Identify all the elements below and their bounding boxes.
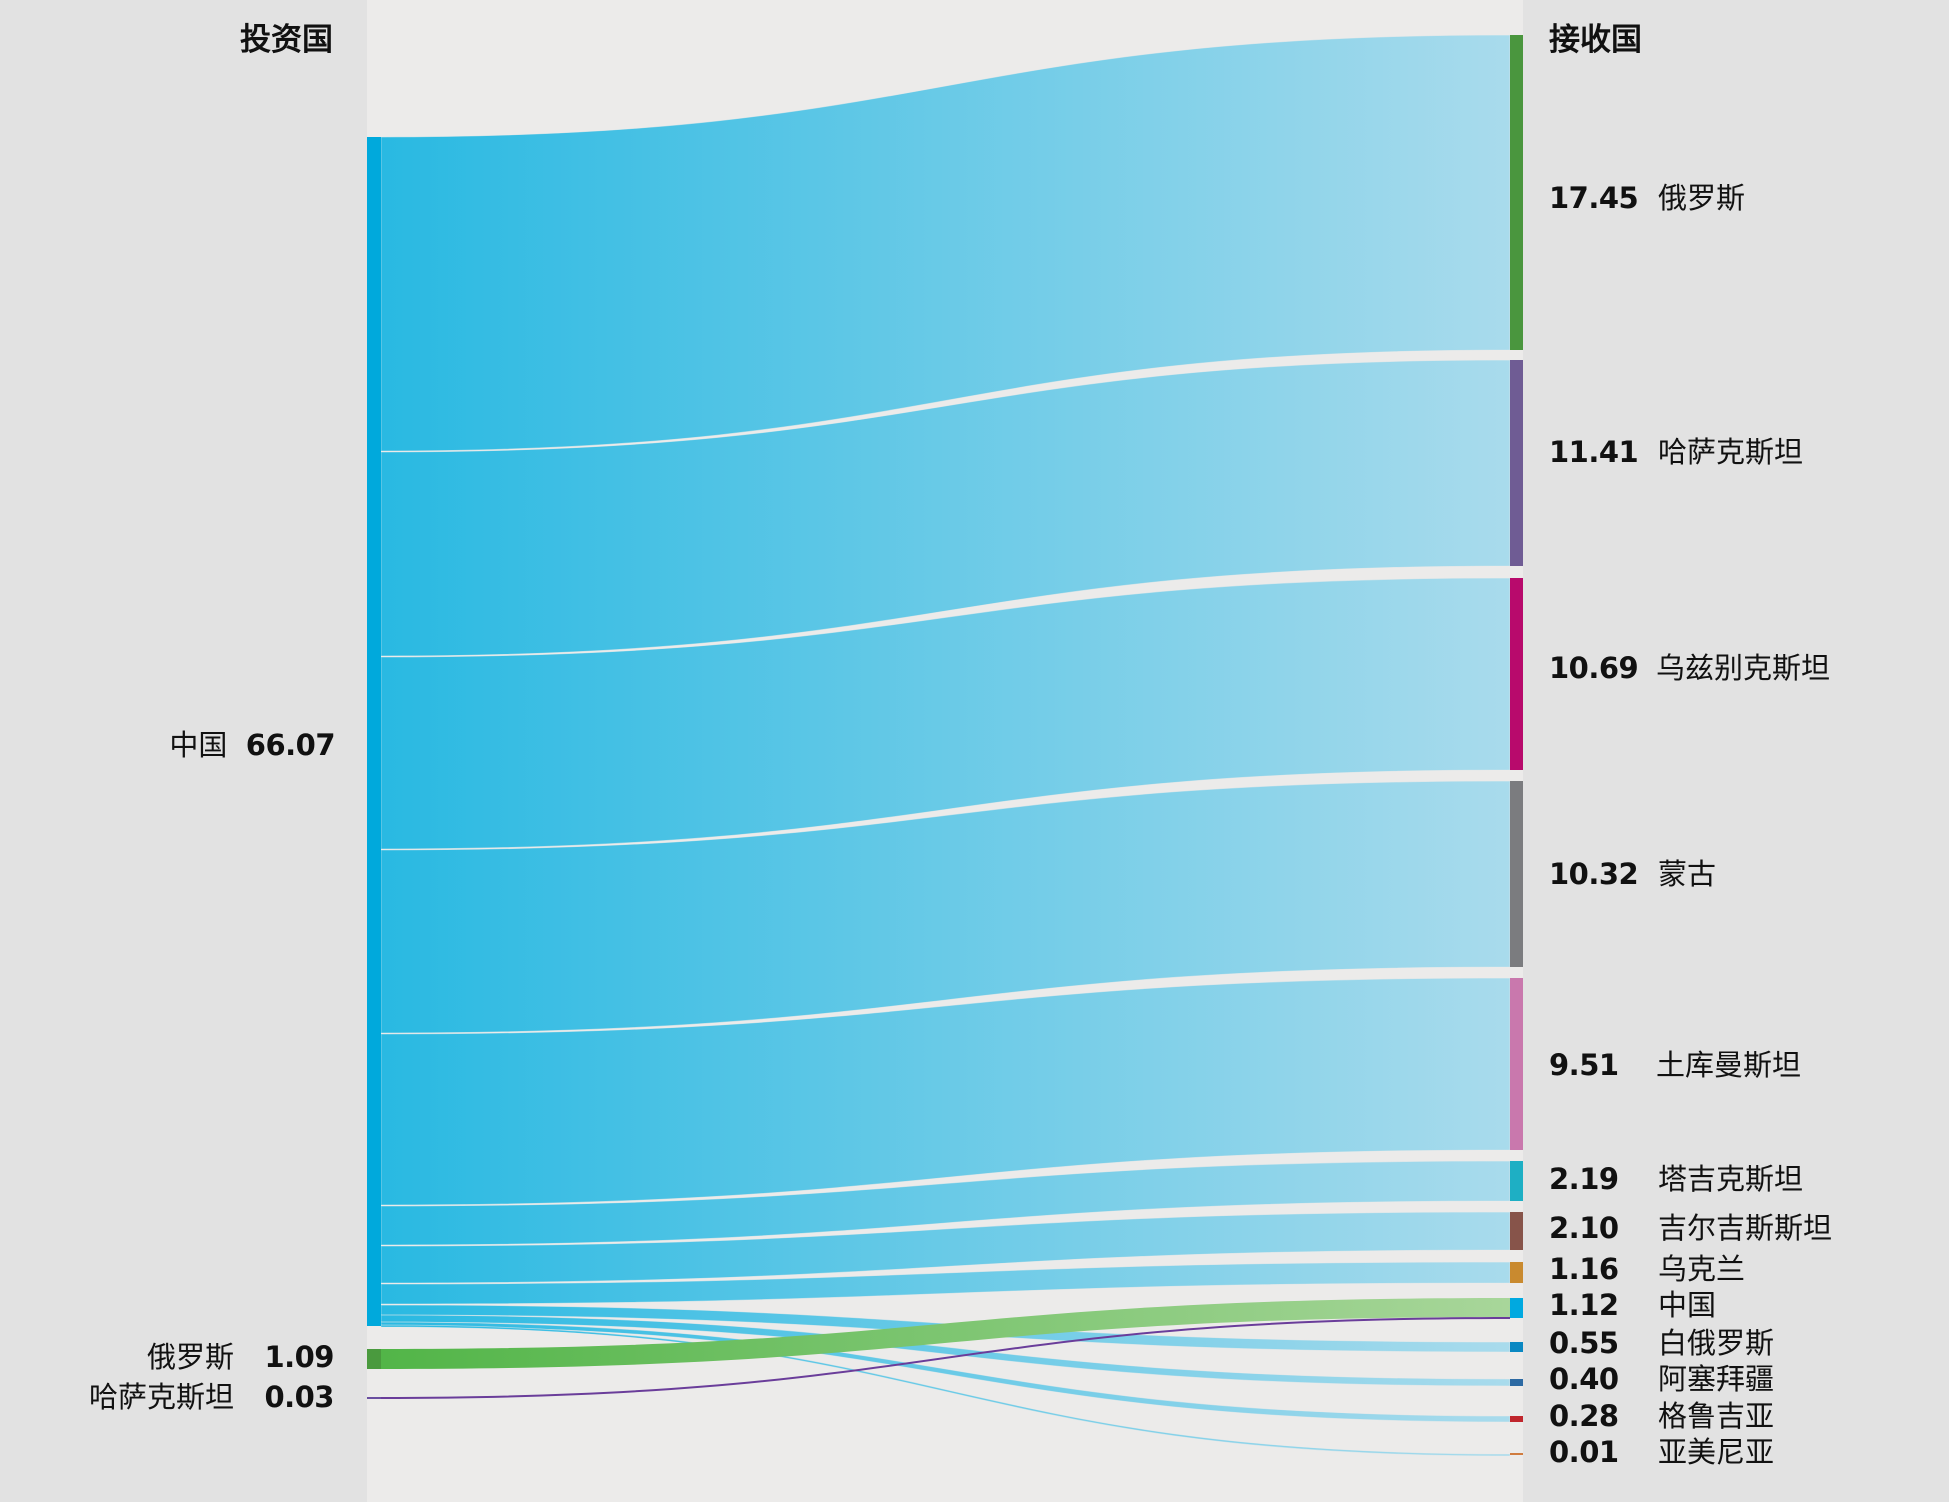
target-value: 10.32 (1549, 857, 1639, 891)
target-name: 白俄罗斯 (1658, 1326, 1775, 1360)
target-name: 中国 (1658, 1288, 1717, 1322)
target-value: 0.01 (1549, 1435, 1619, 1469)
target-node-bar (1510, 578, 1523, 770)
source-value: 66.07 (245, 728, 336, 762)
target-value: 1.12 (1549, 1288, 1619, 1322)
source-node-bar (367, 1349, 381, 1369)
source-node-bar (367, 137, 381, 1326)
target-node-bar (1510, 1416, 1523, 1422)
target-node-bar (1510, 1262, 1523, 1283)
target-node-bar (1510, 781, 1523, 967)
source-name: 中国 (169, 728, 228, 762)
target-name: 乌克兰 (1658, 1252, 1746, 1286)
target-name: 格鲁吉亚 (1658, 1399, 1775, 1433)
target-node-bar (1510, 35, 1523, 350)
target-node-bar (1510, 1161, 1523, 1201)
target-name: 亚美尼亚 (1658, 1435, 1775, 1469)
source-value-kazakhstan: 0.03 (264, 1380, 334, 1414)
target-name: 吉尔吉斯斯坦 (1658, 1211, 1833, 1245)
target-node-bar (1510, 1212, 1523, 1250)
target-value: 0.55 (1549, 1326, 1619, 1360)
target-node-bar (1510, 1342, 1523, 1352)
source-name-russia: 俄罗斯 (146, 1340, 234, 1374)
target-value: 10.69 (1549, 651, 1639, 685)
source-node-bar (367, 1397, 381, 1399)
source-value-russia: 1.09 (264, 1340, 334, 1374)
target-value: 11.41 (1549, 435, 1639, 469)
target-node-bar (1510, 1298, 1523, 1318)
source-header: 投资国 (240, 22, 333, 58)
target-value: 2.19 (1549, 1162, 1619, 1196)
target-name: 乌兹别克斯坦 (1656, 651, 1831, 685)
target-value: 2.10 (1549, 1211, 1619, 1245)
target-name: 蒙古 (1658, 857, 1717, 891)
target-panel (1523, 0, 1949, 1502)
target-value: 17.45 (1549, 181, 1639, 215)
target-header: 接收国 (1549, 22, 1642, 58)
target-name: 土库曼斯坦 (1656, 1048, 1802, 1082)
target-value: 9.51 (1549, 1048, 1619, 1082)
target-value: 0.28 (1549, 1399, 1619, 1433)
target-name: 俄罗斯 (1658, 181, 1746, 215)
target-node-bar (1510, 1453, 1523, 1455)
flow-links (380, 34, 1511, 1457)
target-name: 阿塞拜疆 (1658, 1362, 1775, 1396)
source-name-kazakhstan: 哈萨克斯坦 (88, 1380, 234, 1414)
source-label-china: 中国 66.07 (169, 728, 335, 762)
target-node-bar (1510, 978, 1523, 1150)
target-value: 1.16 (1549, 1252, 1619, 1286)
target-value: 0.40 (1549, 1362, 1619, 1396)
target-node-bar (1510, 360, 1523, 566)
flow-link (381, 1317, 1510, 1399)
target-name: 哈萨克斯坦 (1658, 435, 1804, 469)
target-node-bar (1510, 1379, 1523, 1386)
target-name: 塔吉克斯坦 (1658, 1162, 1804, 1196)
nodes (367, 35, 1523, 1455)
source-panel (0, 0, 367, 1502)
flow-link (381, 1298, 1510, 1369)
